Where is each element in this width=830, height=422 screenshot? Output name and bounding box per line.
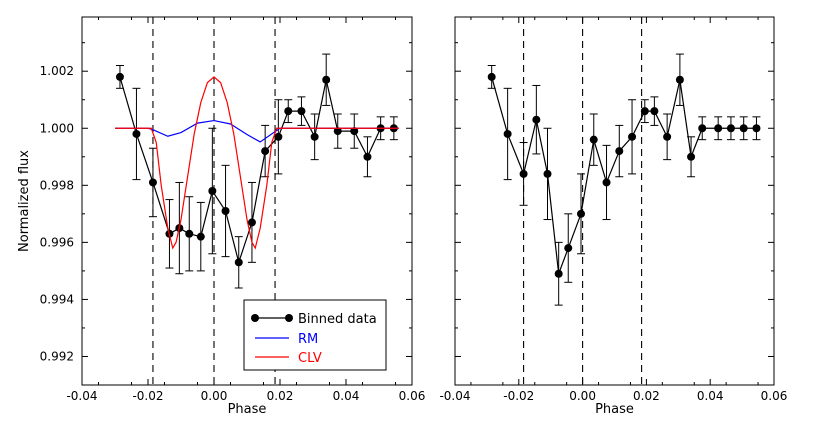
right-series-0-point bbox=[663, 132, 672, 141]
left-series-0-point bbox=[247, 218, 256, 227]
left-plot-frame bbox=[81, 16, 413, 386]
right-panel: -0.04 -0.02 0.00 0.02 0.04 0.06 Phase bbox=[439, 16, 787, 417]
right-series-0-point bbox=[628, 132, 637, 141]
right-series-0-point bbox=[554, 269, 563, 278]
legend-label-rm: RM bbox=[298, 332, 318, 347]
legend-marker-binned-left bbox=[251, 314, 259, 322]
left-ytick-label-2: 0.996 bbox=[40, 235, 74, 249]
left-series-2-line bbox=[115, 76, 399, 250]
legend-label-binned: Binned data bbox=[298, 312, 377, 327]
left-xtick-label-0: -0.04 bbox=[66, 389, 97, 403]
right-series-0-point bbox=[714, 124, 723, 133]
right-xtick-label-4: 0.04 bbox=[697, 389, 724, 403]
right-xtick-label-2: 0.00 bbox=[569, 389, 596, 403]
left-series-0-point bbox=[148, 178, 157, 187]
left-xtick-label-1: -0.02 bbox=[132, 389, 163, 403]
left-xtick-label-4: 0.04 bbox=[333, 389, 360, 403]
right-x-axis-label: Phase bbox=[595, 402, 634, 417]
legend-box bbox=[243, 299, 387, 371]
right-series-0-point bbox=[687, 152, 696, 161]
left-x-axis-label: Phase bbox=[228, 402, 267, 417]
left-series-0-point bbox=[208, 187, 217, 196]
left-ticks: -0.04 -0.02 0.00 0.02 0.04 0.06 0.992 0.994 0.99… bbox=[40, 17, 426, 403]
right-ticks: -0.04 -0.02 0.00 0.02 0.04 0.06 bbox=[439, 17, 787, 403]
right-series-0-point bbox=[675, 75, 684, 84]
left-ytick-label-3: 0.998 bbox=[40, 178, 74, 192]
left-series-0-point bbox=[284, 107, 293, 116]
left-y-axis-label: Normalized flux bbox=[17, 150, 32, 252]
left-xtick-label-2: 0.00 bbox=[201, 389, 228, 403]
left-series-0-point bbox=[196, 232, 205, 241]
left-series-0-point bbox=[350, 127, 359, 136]
right-plot-frame bbox=[454, 16, 775, 386]
right-xtick-label-3: 0.02 bbox=[633, 389, 660, 403]
left-series-0-point bbox=[297, 107, 306, 116]
left-series bbox=[115, 53, 399, 289]
right-series-0-point bbox=[640, 107, 649, 116]
left-series-0-point bbox=[274, 132, 283, 141]
left-series-0-point bbox=[322, 75, 331, 84]
left-series-0-point bbox=[115, 72, 124, 81]
right-series-0-point bbox=[615, 147, 624, 156]
left-series-0-point bbox=[363, 152, 372, 161]
left-panel: -0.04 -0.02 0.00 0.02 0.04 0.06 0.992 0.994 0.99… bbox=[17, 16, 426, 417]
right-xtick-label-1: -0.02 bbox=[503, 389, 534, 403]
right-series-0-point bbox=[487, 72, 496, 81]
left-series-0-line bbox=[119, 76, 394, 265]
right-series-0-point bbox=[519, 169, 528, 178]
right-xtick-label-0: -0.04 bbox=[439, 389, 470, 403]
left-xtick-label-3: 0.02 bbox=[267, 389, 294, 403]
right-series-0-point bbox=[739, 124, 748, 133]
left-series-0-point bbox=[261, 147, 270, 156]
right-series-0-point bbox=[532, 115, 541, 124]
right-vlines bbox=[523, 17, 643, 385]
left-series-0-point bbox=[333, 127, 342, 136]
right-xtick-label-5: 0.06 bbox=[761, 389, 788, 403]
left-xtick-label-5: 0.06 bbox=[399, 389, 426, 403]
legend-marker-binned-right bbox=[285, 314, 293, 322]
left-ytick-label-5: 1.002 bbox=[40, 64, 74, 78]
left-series-0-point bbox=[221, 206, 230, 215]
right-series bbox=[487, 53, 761, 306]
left-series-0-point bbox=[234, 258, 243, 267]
left-ytick-label-1: 0.994 bbox=[40, 292, 74, 306]
right-series-0-point bbox=[589, 135, 598, 144]
right-series-0-point bbox=[543, 169, 552, 178]
left-series-0-point bbox=[185, 229, 194, 238]
right-series-0-point bbox=[726, 124, 735, 133]
left-ytick-label-4: 1.000 bbox=[40, 121, 74, 135]
right-series-0-point bbox=[564, 244, 573, 253]
right-series-0-point bbox=[650, 107, 659, 116]
right-series-0-point bbox=[752, 124, 761, 133]
right-series-0-point bbox=[503, 129, 512, 138]
left-ytick-label-0: 0.992 bbox=[40, 349, 74, 363]
legend: Binned data RM CLV bbox=[243, 299, 387, 371]
left-series-0-point bbox=[132, 129, 141, 138]
right-series-0-line bbox=[491, 76, 757, 274]
right-series-0-point bbox=[602, 178, 611, 187]
left-series-0-point bbox=[310, 132, 319, 141]
right-series-0-point bbox=[577, 209, 586, 218]
legend-label-clv: CLV bbox=[298, 351, 322, 366]
right-series-0-point bbox=[698, 124, 707, 133]
